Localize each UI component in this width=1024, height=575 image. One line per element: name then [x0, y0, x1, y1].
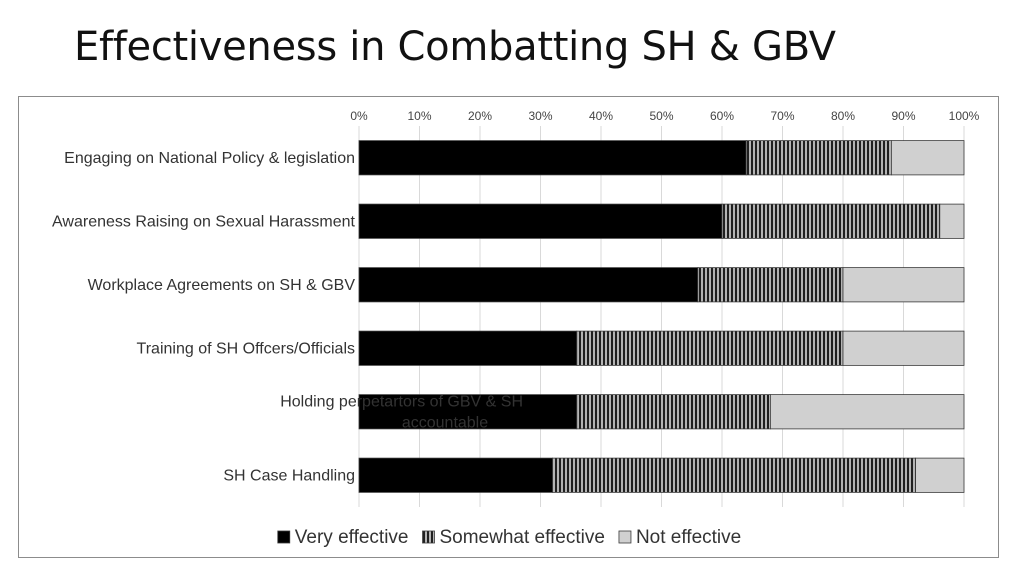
bar-segment-not-effective [770, 394, 965, 430]
x-tick-label: 0% [350, 109, 368, 123]
bar-segment-very-effective [358, 330, 578, 366]
category-label: Workplace Agreements on SH & GBV [88, 277, 356, 294]
x-tick-label: 10% [407, 109, 431, 123]
category-label: Training of SH Offcers/Officials [137, 340, 355, 357]
bar-segment-very-effective [358, 140, 747, 176]
legend-swatch-not-effective [618, 530, 632, 544]
legend-swatch-very-effective [277, 530, 291, 544]
category-label: Engaging on National Policy & legislatio… [64, 150, 355, 167]
bar-segment-very-effective [358, 394, 578, 430]
bar-segment-somewhat-effective [576, 330, 844, 366]
legend-label-somewhat-effective: Somewhat effective [439, 527, 604, 548]
x-tick-label: 90% [891, 109, 915, 123]
x-tick-label: 50% [649, 109, 673, 123]
bar-segment-not-effective [915, 457, 965, 493]
bar-segment-somewhat-effective [697, 267, 844, 303]
x-tick-label: 40% [589, 109, 613, 123]
category-label: Awareness Raising on Sexual Harassment [52, 213, 356, 230]
bar-segment-somewhat-effective [745, 140, 892, 176]
bar-segment-very-effective [358, 267, 699, 303]
category-label: SH Case Handling [223, 467, 355, 484]
bar-segment-somewhat-effective [552, 457, 916, 493]
legend-label-very-effective: Very effective [295, 527, 409, 548]
bar-segment-somewhat-effective [576, 394, 771, 430]
x-tick-label: 100% [949, 109, 980, 123]
bar-segment-not-effective [842, 267, 965, 303]
x-tick-label: 60% [710, 109, 734, 123]
slide-title: Effectiveness in Combatting SH & GBV [74, 24, 836, 70]
category-label: Holding perpetartors of GBV & SH accounta… [280, 393, 523, 431]
stacked-bar-chart: 0% 10% 20% 30% 40% 50% 60% 70% 80% 90% 100% Engagi… [52, 109, 980, 548]
chart-frame: 0% 10% 20% 30% 40% 50% 60% 70% 80% 90% 100% Engagi… [18, 96, 999, 558]
bar-segment-not-effective [939, 203, 965, 239]
bar-segment-not-effective [891, 140, 965, 176]
bar-segment-somewhat-effective [721, 203, 941, 239]
bar-segment-not-effective [842, 330, 965, 366]
bar-segment-very-effective [358, 457, 554, 493]
x-tick-label: 80% [831, 109, 855, 123]
bar-segment-very-effective [358, 203, 723, 239]
x-tick-label: 20% [468, 109, 492, 123]
x-tick-label: 70% [770, 109, 794, 123]
legend-label-not-effective: Not effective [636, 527, 741, 548]
legend-swatch-somewhat-effective [422, 530, 435, 544]
x-tick-label: 30% [528, 109, 552, 123]
